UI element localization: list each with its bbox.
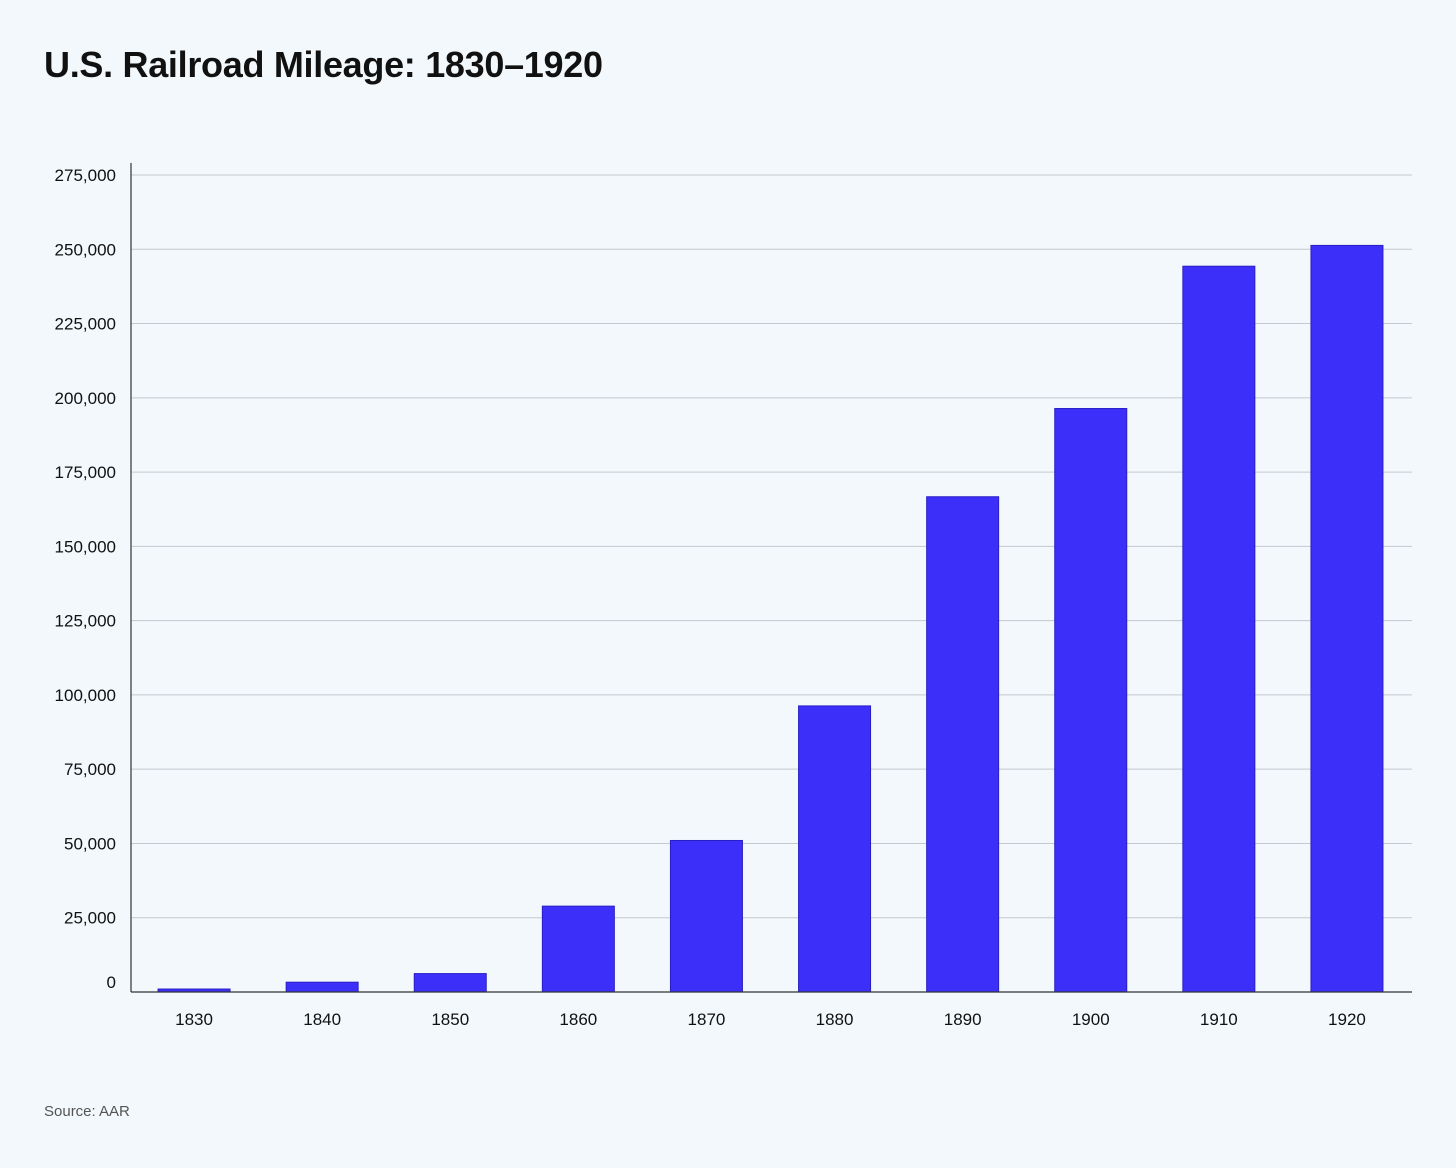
y-tick-label: 225,000 — [55, 315, 116, 334]
x-tick-label: 1910 — [1200, 1010, 1238, 1029]
y-tick-label: 100,000 — [55, 686, 116, 705]
y-tick-label: 250,000 — [55, 240, 116, 259]
x-tick-label: 1900 — [1072, 1010, 1110, 1029]
bar-1900 — [1054, 408, 1128, 993]
x-tick-label: 1920 — [1328, 1010, 1366, 1029]
bar-1870 — [669, 839, 743, 993]
x-axis-tick-labels: 1830 1840 1850 1860 1870 1880 1890 1900 1910 1920 — [175, 1010, 1366, 1029]
bars — [157, 244, 1384, 993]
y-tick-label: 150,000 — [55, 537, 116, 556]
source-note: Source: AAR — [44, 1103, 130, 1120]
y-tick-label: 125,000 — [55, 612, 116, 631]
x-tick-label: 1840 — [303, 1010, 341, 1029]
grid-lines — [131, 174, 1412, 919]
bar-1920 — [1310, 244, 1384, 993]
axes — [130, 163, 1412, 993]
x-tick-label: 1890 — [944, 1010, 982, 1029]
y-tick-label: 0 — [107, 973, 116, 992]
y-tick-label: 200,000 — [55, 389, 116, 408]
x-tick-label: 1850 — [431, 1010, 469, 1029]
bar-1890 — [926, 496, 1000, 993]
x-tick-label: 1860 — [559, 1010, 597, 1029]
bar-1880 — [798, 705, 872, 993]
bar-1850 — [413, 973, 487, 993]
x-tick-label: 1830 — [175, 1010, 213, 1029]
x-tick-label: 1870 — [688, 1010, 726, 1029]
y-tick-label: 275,000 — [55, 166, 116, 185]
bar-1860 — [541, 905, 615, 993]
y-tick-label: 25,000 — [64, 909, 116, 928]
y-tick-label: 50,000 — [64, 834, 116, 853]
y-axis-tick-labels: 0 25,000 50,000 75,000 100,000 125,000 150,000… — [55, 166, 116, 992]
x-tick-label: 1880 — [816, 1010, 854, 1029]
bar-1910 — [1182, 265, 1256, 993]
y-tick-label: 175,000 — [55, 463, 116, 482]
bar-1840 — [285, 981, 359, 993]
y-tick-label: 75,000 — [64, 760, 116, 779]
chart-title: U.S. Railroad Mileage: 1830–1920 — [44, 44, 603, 85]
